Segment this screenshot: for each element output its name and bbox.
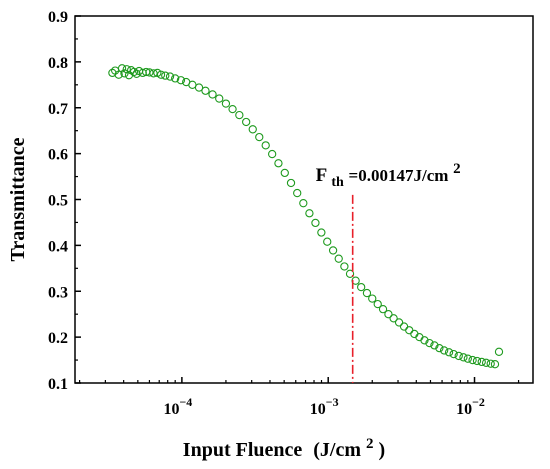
data-point	[235, 110, 244, 120]
threshold-annotation: F th =0.00147J/cm 2	[316, 161, 461, 191]
y-tick-label: 0.4	[48, 238, 68, 255]
data-point	[362, 288, 372, 298]
data-point	[454, 351, 463, 361]
y-axis-title: Transmittance	[7, 137, 29, 261]
data-point	[305, 209, 314, 218]
data-point	[486, 359, 495, 368]
data-point	[293, 188, 302, 198]
data-point	[274, 159, 283, 168]
data-point	[340, 262, 349, 271]
data-point	[439, 346, 449, 355]
data-point	[378, 304, 388, 314]
data-point	[161, 71, 170, 80]
y-tick-label: 0.8	[48, 55, 68, 72]
data-point	[459, 353, 468, 362]
data-point	[373, 299, 382, 309]
data-point	[132, 69, 141, 78]
data-point	[268, 149, 277, 159]
annotation-superscript: 2	[453, 161, 461, 177]
data-point	[468, 355, 477, 365]
data-point	[261, 141, 270, 150]
data-point	[449, 349, 458, 359]
y-tick-label: 0.6	[48, 147, 68, 164]
data-point	[156, 70, 166, 79]
data-point	[221, 99, 231, 108]
data-point	[328, 246, 338, 255]
y-axis-ticks: 0.1 0.2 0.3 0.4 0.5 0.6 0.7 0.8 0.9	[48, 9, 81, 393]
data-point	[389, 314, 398, 323]
data-point	[481, 358, 491, 367]
data-point	[399, 322, 409, 331]
data-point	[420, 336, 429, 345]
data-point	[394, 318, 404, 327]
data-point	[194, 83, 204, 92]
data-point	[384, 310, 393, 319]
y-tick-label: 0.1	[48, 376, 68, 393]
data-point	[120, 69, 129, 78]
data-point	[463, 354, 472, 363]
data-point	[117, 64, 127, 73]
y-tick-label: 0.5	[48, 193, 68, 210]
data-point	[208, 90, 217, 99]
data-points	[108, 64, 504, 369]
data-point	[323, 237, 332, 246]
data-point	[405, 326, 414, 335]
y-tick-label: 0.3	[48, 284, 68, 301]
data-point	[145, 68, 154, 77]
data-point	[242, 117, 251, 127]
x-tick-label: 10−2	[456, 395, 485, 418]
x-axis-title-unit-close: )	[379, 439, 386, 461]
data-point	[114, 70, 123, 79]
data-point	[472, 356, 482, 366]
data-point	[345, 269, 355, 278]
x-axis-title: Input Fluence (J/cm 2 )	[183, 431, 385, 461]
data-point	[334, 254, 343, 263]
data-point	[255, 132, 264, 142]
annotation-subscript: th	[331, 175, 344, 190]
x-axis-title-unit: (J/cm	[313, 439, 361, 461]
data-point	[435, 343, 444, 353]
data-point	[477, 357, 486, 367]
data-point	[171, 74, 180, 83]
data-point	[494, 347, 504, 356]
data-point	[165, 72, 175, 81]
data-point	[430, 341, 439, 350]
data-point	[317, 228, 326, 237]
x-tick-label: 10−3	[310, 395, 339, 418]
data-point	[357, 282, 366, 292]
annotation-prefix: F	[316, 165, 327, 186]
data-point	[201, 86, 210, 95]
data-point	[425, 338, 434, 348]
data-point	[280, 168, 289, 178]
x-tick-label: 10−4	[163, 395, 192, 418]
y-tick-label: 0.7	[48, 101, 68, 118]
x-axis-title-unit-exp: 2	[366, 436, 374, 452]
data-point	[248, 125, 257, 134]
data-point	[215, 94, 224, 103]
data-point	[311, 218, 320, 228]
data-point	[368, 294, 377, 303]
x-axis-ticks: 10−4 10−3 10−2	[79, 377, 520, 418]
y-tick-label: 0.2	[48, 330, 68, 347]
annotation-value: =0.00147J/cm	[349, 166, 449, 185]
data-point	[176, 76, 186, 85]
y-tick-label: 0.9	[48, 9, 68, 26]
data-point	[299, 199, 308, 208]
plot-area: 0.1 0.2 0.3 0.4 0.5 0.6 0.7 0.8 0.9 10−4 10−3 10−2	[48, 9, 534, 418]
data-point	[228, 104, 237, 114]
x-axis-title-text: Input Fluence	[183, 439, 303, 461]
data-point	[444, 348, 454, 357]
data-point	[490, 360, 500, 369]
data-point	[129, 67, 139, 77]
data-point	[286, 178, 296, 188]
